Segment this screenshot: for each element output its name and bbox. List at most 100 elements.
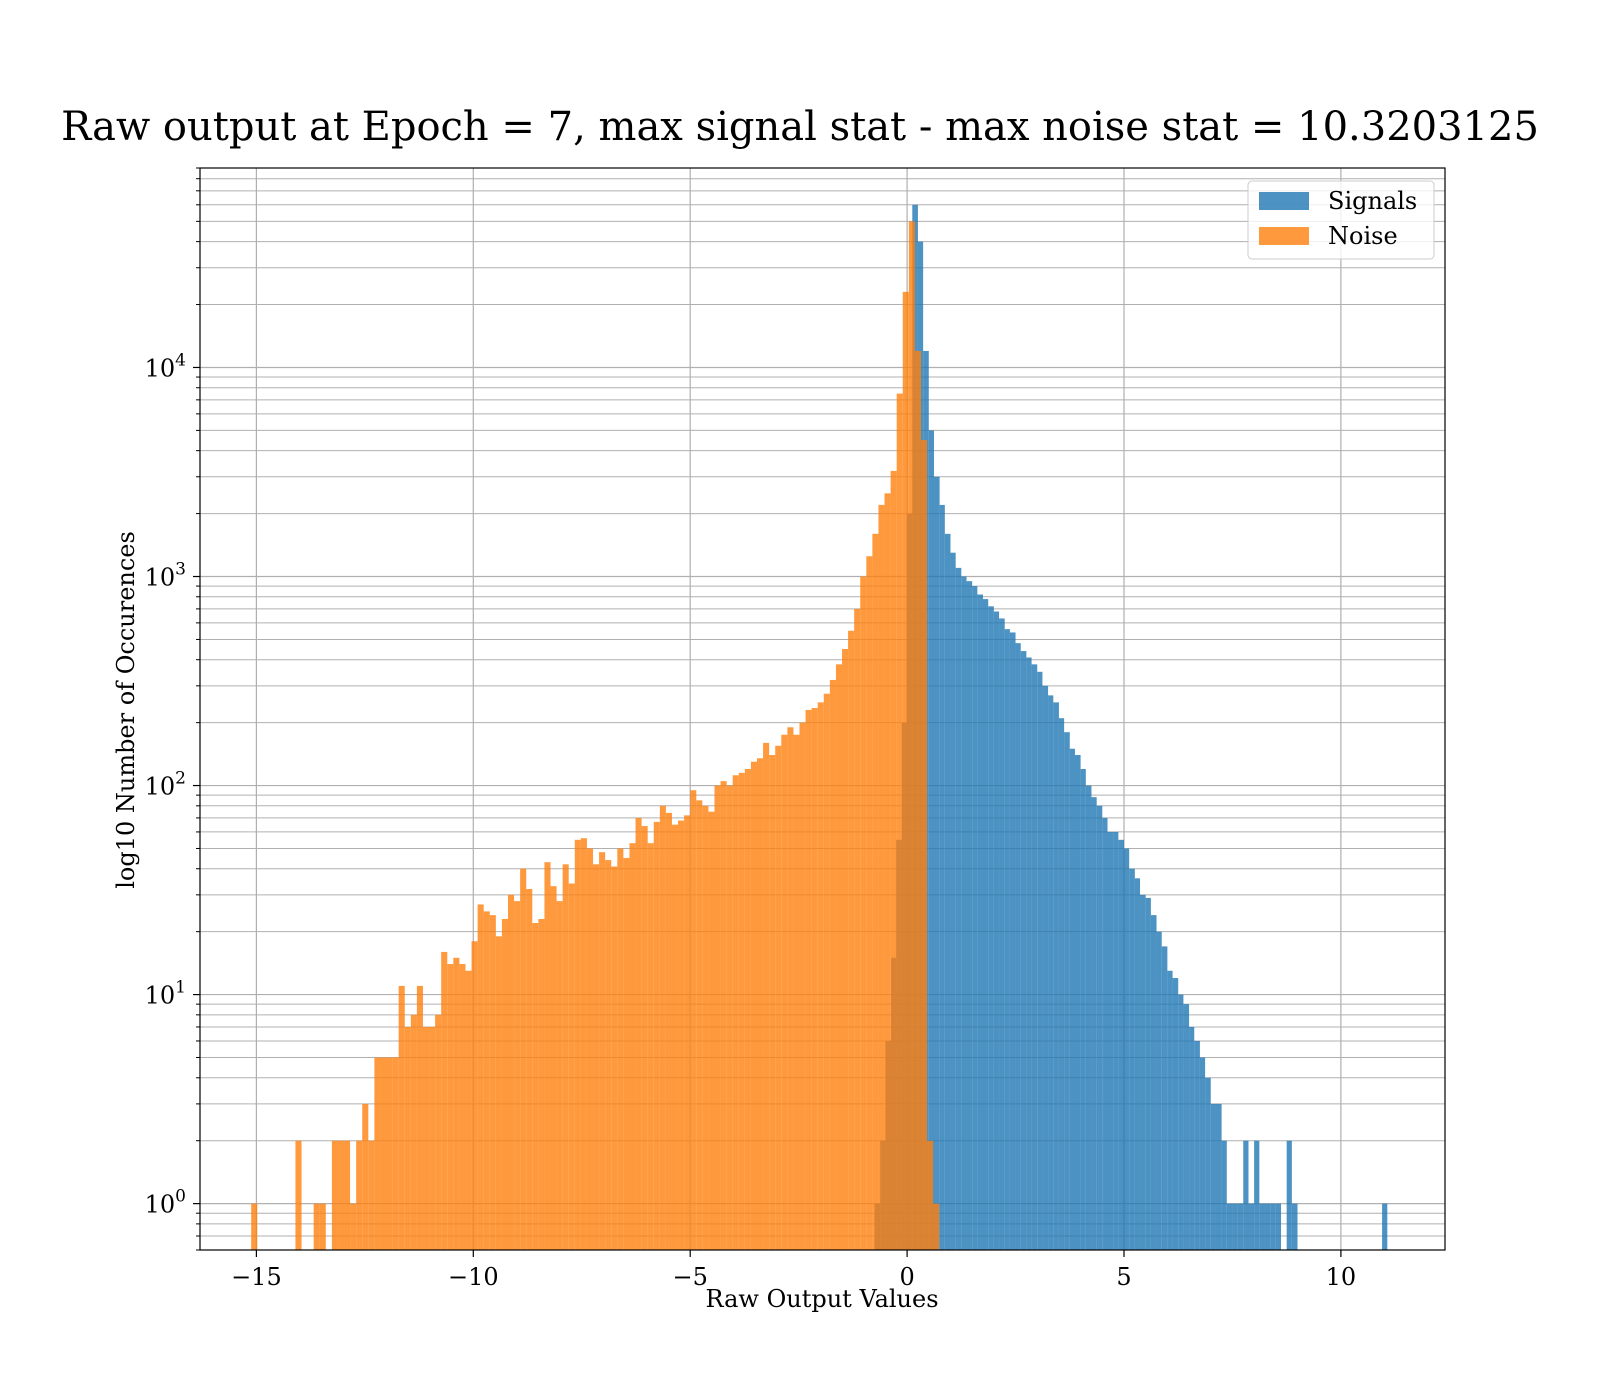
histogram-bar-noise	[750, 761, 757, 1250]
histogram-bar-noise	[392, 1057, 399, 1250]
histogram-bar-signals	[1156, 931, 1162, 1250]
histogram-bar-noise	[295, 1140, 302, 1250]
histogram-bar-noise	[586, 848, 594, 1250]
y-axis-label: log10 Number of Occurences	[112, 531, 140, 889]
histogram-bar-signals	[950, 552, 956, 1250]
x-tick-label: −5	[672, 1263, 707, 1291]
histogram-bar-noise	[562, 864, 569, 1250]
histogram-bar-signals	[1069, 748, 1075, 1250]
histogram-bar-signals	[1031, 664, 1038, 1250]
histogram-bar-noise	[386, 1057, 393, 1250]
histogram-bar-noise	[556, 901, 563, 1250]
x-tick-label: −10	[448, 1263, 499, 1291]
histogram-bar-noise	[526, 888, 533, 1250]
x-tick-label: −15	[231, 1263, 282, 1291]
legend-label-noise: Noise	[1328, 222, 1398, 250]
histogram-bar-noise	[927, 1140, 934, 1250]
histogram-bar-noise	[829, 679, 836, 1250]
histogram-bar-noise	[623, 858, 630, 1250]
histogram-bar-signals	[1042, 685, 1049, 1250]
histogram-bar-noise	[902, 291, 909, 1250]
histogram-bar-noise	[744, 768, 751, 1250]
histogram-bar-noise	[629, 843, 636, 1250]
histogram-bar-noise	[398, 985, 405, 1250]
histogram-bar-noise	[495, 936, 502, 1250]
histogram-bar-noise	[319, 1203, 326, 1250]
histogram-bar-signals	[1048, 695, 1054, 1250]
histogram-bar-noise	[702, 805, 709, 1250]
histogram-bar-signals	[928, 430, 934, 1250]
histogram-bar-noise	[465, 970, 472, 1250]
y-tick-label: 100	[145, 1187, 186, 1219]
histogram-bar-noise	[574, 839, 581, 1250]
histogram-bar-noise	[671, 824, 679, 1250]
histogram-bar-signals	[1264, 1203, 1271, 1250]
histogram-bar-signals	[1172, 978, 1179, 1250]
histogram-bar-signals	[1037, 671, 1043, 1250]
histogram-bar-noise	[714, 785, 721, 1250]
histogram-bar-signals	[1053, 702, 1059, 1250]
histogram-bar-noise	[617, 848, 624, 1250]
histogram-bar-signals	[1004, 629, 1010, 1250]
histogram-bar-signals	[1107, 831, 1114, 1250]
histogram-bar-signals	[1091, 797, 1097, 1250]
histogram-bar-signals	[1199, 1057, 1206, 1250]
histogram-bar-noise	[805, 709, 812, 1250]
histogram-bar-signals	[1026, 657, 1032, 1250]
histogram-bar-signals	[1167, 970, 1173, 1250]
histogram-bar-signals	[1259, 1203, 1265, 1250]
histogram-bar-noise	[708, 811, 715, 1250]
histogram-bar-signals	[955, 567, 962, 1250]
histogram-bar-signals	[1270, 1203, 1276, 1250]
histogram-bar-noise	[489, 915, 496, 1250]
histogram-bar-signals	[1140, 894, 1146, 1250]
histogram-bar-noise	[866, 556, 873, 1250]
histogram-bar-signals	[1243, 1140, 1249, 1250]
histogram-bar-signals	[1009, 632, 1016, 1250]
histogram-bar-signals	[939, 504, 945, 1251]
histogram-bar-noise	[350, 1203, 357, 1250]
histogram-bar-noise	[726, 785, 733, 1250]
histogram-bar-signals	[1194, 1040, 1200, 1250]
histogram-bar-noise	[507, 894, 515, 1250]
histogram-bar-signals	[1215, 1103, 1222, 1250]
legend-swatch-noise	[1259, 227, 1309, 245]
histogram-bar-noise	[374, 1057, 381, 1250]
histogram-bar-signals	[1074, 755, 1081, 1250]
histogram-bar-signals	[966, 581, 973, 1250]
histogram-bar-signals	[1183, 1004, 1190, 1250]
histogram-bar-noise	[781, 734, 788, 1250]
histogram-bar-noise	[848, 630, 855, 1250]
histogram-bar-noise	[817, 702, 824, 1250]
histogram-bar-noise	[532, 923, 539, 1250]
histogram-bar-noise	[908, 221, 915, 1250]
histogram-bar-signals	[1129, 868, 1135, 1250]
histogram-bar-noise	[854, 608, 861, 1250]
y-tick-label: 104	[145, 350, 186, 382]
histogram-bar-noise	[933, 1203, 940, 1250]
histogram-bar-noise	[544, 862, 551, 1250]
histogram-bar-noise	[435, 1014, 442, 1250]
histogram-bar-noise	[611, 866, 618, 1250]
histogram-bar-noise	[422, 1026, 430, 1250]
histogram-bar-noise	[514, 901, 521, 1250]
histogram-bar-signals	[988, 606, 994, 1250]
histogram-bar-noise	[447, 964, 454, 1250]
histogram-bar-noise	[920, 439, 928, 1251]
histogram-bar-noise	[690, 790, 697, 1250]
histogram-bar-signals	[1291, 1203, 1298, 1250]
histogram-bar-noise	[520, 868, 527, 1250]
histogram-bar-signals	[999, 618, 1005, 1250]
series-noise	[251, 221, 940, 1251]
histogram-bar-noise	[878, 504, 885, 1251]
histogram-bar-noise	[884, 493, 891, 1251]
histogram-bar-signals	[983, 599, 989, 1250]
histogram-bar-noise	[720, 781, 727, 1250]
histogram-bar-noise	[337, 1140, 345, 1250]
histogram-bar-noise	[410, 1014, 417, 1250]
legend: Signals Noise	[1247, 180, 1435, 260]
histogram-bar-noise	[362, 1103, 369, 1250]
legend-swatch-signals	[1259, 192, 1309, 210]
histogram-bar-signals	[1150, 915, 1157, 1250]
histogram-bar-noise	[404, 1026, 411, 1250]
